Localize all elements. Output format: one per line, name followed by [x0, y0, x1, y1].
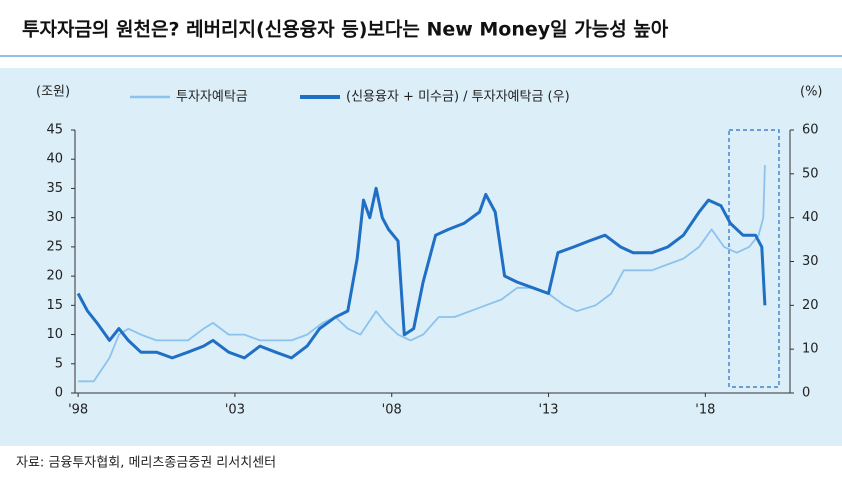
legend-label: 투자자예탁금 [176, 90, 248, 105]
y-tick-label: 15 [46, 298, 63, 313]
y2-tick-label: 40 [802, 210, 819, 225]
y-tick-label: 10 [46, 327, 63, 342]
y2-tick-label: 0 [802, 386, 810, 401]
y-tick-label: 20 [46, 269, 63, 284]
series-line [78, 165, 766, 383]
highlight-box [728, 129, 780, 388]
y-tick-label: 30 [46, 210, 63, 225]
y2-tick-label: 50 [802, 166, 819, 181]
plot-background [0, 68, 842, 446]
x-tick-label: '13 [538, 403, 558, 418]
y-tick-label: 25 [46, 239, 63, 254]
legend-label: (신용융자 + 미수금) / 투자자예탁금 (우) [346, 90, 570, 105]
y-axis-label: (조원) [36, 85, 70, 100]
y-tick-label: 5 [55, 356, 63, 371]
y-tick-label: 35 [46, 181, 63, 196]
y-tick-label: 40 [46, 152, 63, 167]
y2-tick-label: 60 [802, 123, 819, 138]
y2-tick-label: 20 [802, 298, 819, 313]
source: 자료: 금융투자협회, 메리츠종금증권 리서치센터 [16, 456, 276, 471]
x-tick-label: '08 [382, 403, 402, 418]
y-tick-label: 45 [46, 123, 63, 138]
chart-title: 투자자금의 원천은? 레버리지(신용융자 등)보다는 New Money일 가능… [22, 19, 669, 41]
series-line [76, 186, 767, 360]
y2-tick-label: 10 [802, 342, 819, 357]
y-tick-label: 0 [55, 386, 63, 401]
x-tick-label: '03 [225, 403, 245, 418]
x-tick-label: '18 [695, 403, 715, 418]
y2-tick-label: 30 [802, 254, 819, 269]
y2-axis-label: (%) [800, 85, 823, 100]
x-tick-label: '98 [68, 403, 88, 418]
